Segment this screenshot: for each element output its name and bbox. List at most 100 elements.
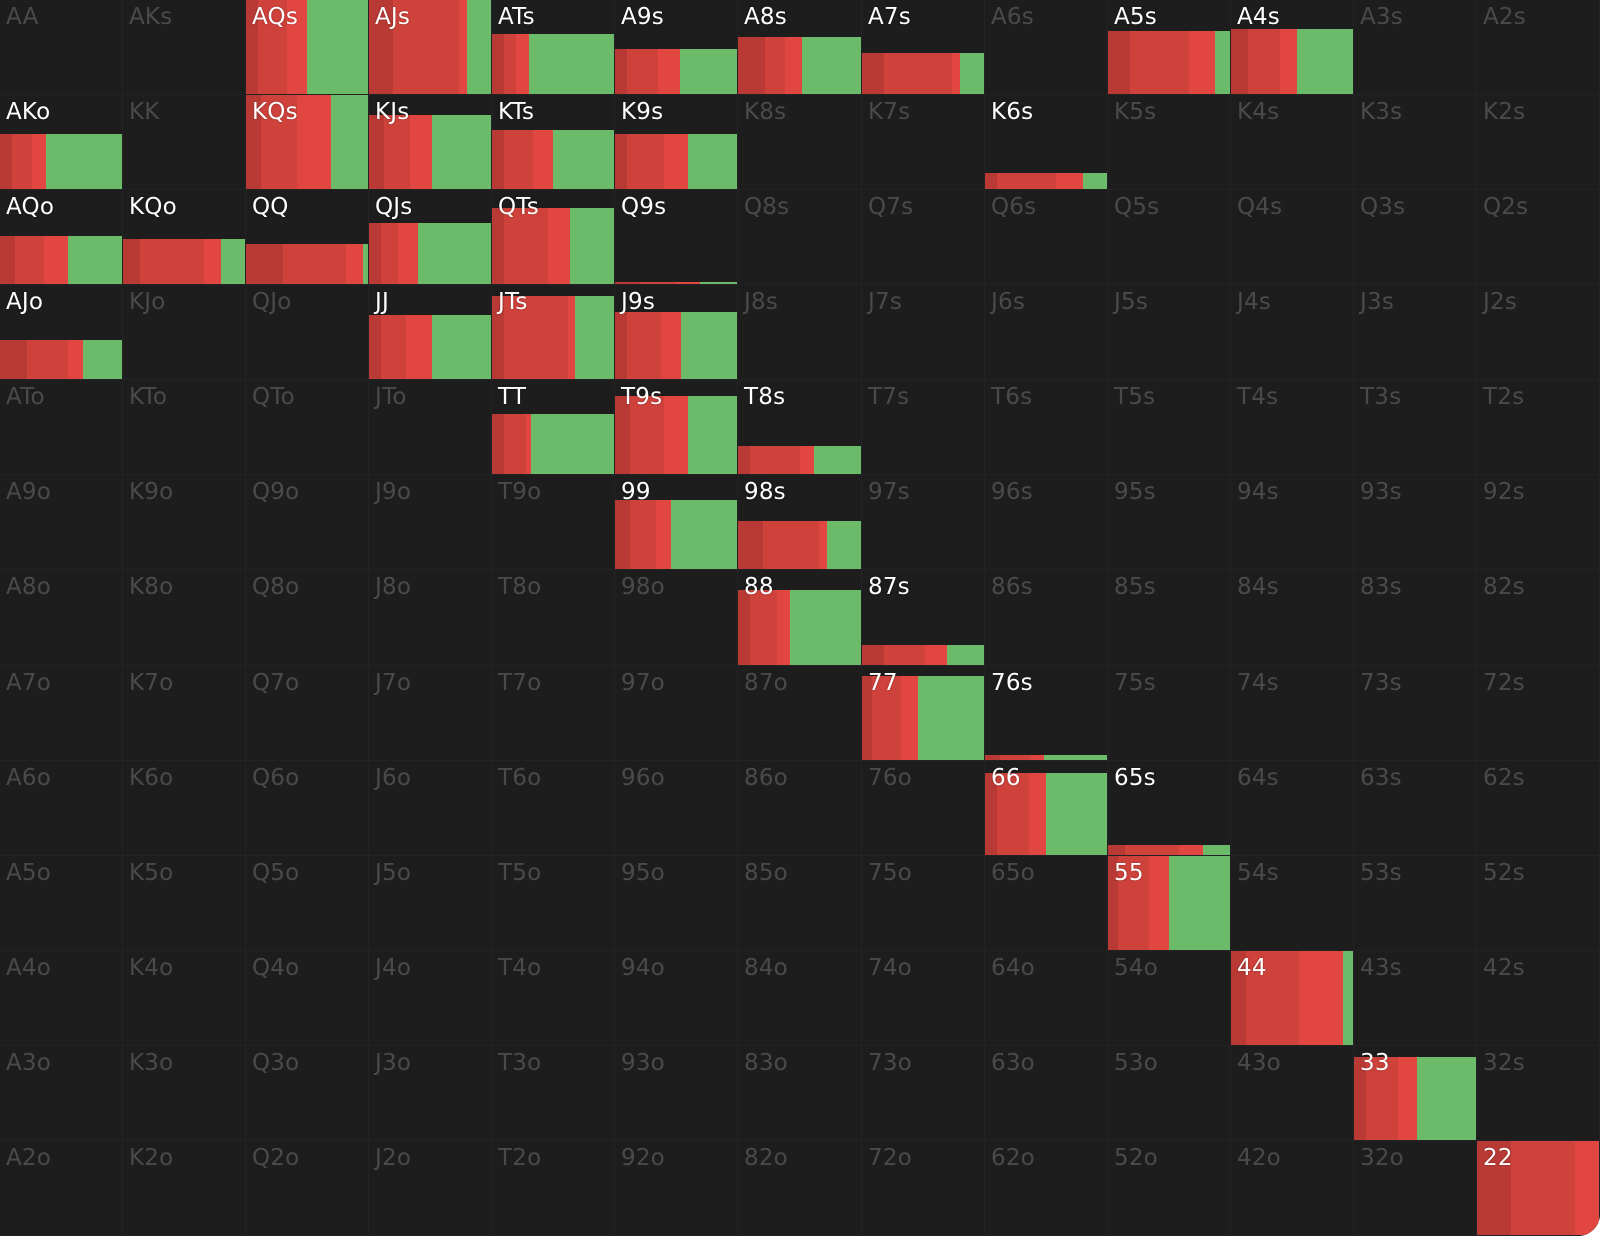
hand-cell[interactable]: T9o — [492, 475, 615, 570]
hand-cell[interactable]: J2o — [369, 1141, 492, 1236]
hand-cell[interactable]: AJs — [369, 0, 492, 95]
hand-cell[interactable]: 82s — [1477, 570, 1600, 666]
hand-cell[interactable]: K5o — [123, 856, 246, 951]
hand-cell[interactable]: 98s — [738, 475, 862, 570]
hand-cell[interactable]: A6s — [985, 0, 1108, 95]
hand-cell[interactable]: K5s — [1108, 95, 1231, 190]
hand-cell[interactable]: A2s — [1477, 0, 1600, 95]
hand-cell[interactable]: 94o — [615, 951, 738, 1046]
hand-cell[interactable]: J5s — [1108, 285, 1231, 380]
hand-cell[interactable]: 72o — [862, 1141, 985, 1236]
hand-cell[interactable]: 94s — [1231, 475, 1354, 570]
hand-cell[interactable]: 65s — [1108, 761, 1231, 856]
hand-cell[interactable]: A4o — [0, 951, 123, 1046]
hand-cell[interactable]: T7o — [492, 666, 615, 761]
hand-cell[interactable]: A5s — [1108, 0, 1231, 95]
hand-cell[interactable]: 64o — [985, 951, 1108, 1046]
hand-cell[interactable]: 95s — [1108, 475, 1231, 570]
hand-cell[interactable]: T6o — [492, 761, 615, 856]
hand-cell[interactable]: Q8o — [246, 570, 369, 666]
hand-cell[interactable]: Q5s — [1108, 190, 1231, 285]
hand-cell[interactable]: QJs — [369, 190, 492, 285]
hand-cell[interactable]: K4s — [1231, 95, 1354, 190]
hand-cell[interactable]: J6s — [985, 285, 1108, 380]
hand-cell[interactable]: ATo — [0, 380, 123, 475]
hand-cell[interactable]: J6o — [369, 761, 492, 856]
hand-cell[interactable]: A9s — [615, 0, 738, 95]
hand-cell[interactable]: QQ — [246, 190, 369, 285]
hand-cell[interactable]: T9s — [615, 380, 738, 475]
hand-cell[interactable]: A7o — [0, 666, 123, 761]
hand-cell[interactable]: K9o — [123, 475, 246, 570]
hand-cell[interactable]: JJ — [369, 285, 492, 380]
hand-cell[interactable]: AQs — [246, 0, 369, 95]
hand-cell[interactable]: 73s — [1354, 666, 1477, 761]
hand-cell[interactable]: KTs — [492, 95, 615, 190]
hand-cell[interactable]: 43o — [1231, 1046, 1354, 1141]
hand-cell[interactable]: 86o — [738, 761, 862, 856]
hand-cell[interactable]: A4s — [1231, 0, 1354, 95]
hand-cell[interactable]: K2s — [1477, 95, 1600, 190]
hand-cell[interactable]: 73o — [862, 1046, 985, 1141]
hand-cell[interactable]: A3o — [0, 1046, 123, 1141]
hand-cell[interactable]: 76o — [862, 761, 985, 856]
hand-cell[interactable]: J2s — [1477, 285, 1600, 380]
hand-cell[interactable]: 63s — [1354, 761, 1477, 856]
hand-cell[interactable]: Q4s — [1231, 190, 1354, 285]
hand-cell[interactable]: A2o — [0, 1141, 123, 1236]
hand-cell[interactable]: J9o — [369, 475, 492, 570]
hand-cell[interactable]: JTs — [492, 285, 615, 380]
hand-cell[interactable]: TT — [492, 380, 615, 475]
hand-cell[interactable]: Q5o — [246, 856, 369, 951]
hand-cell[interactable]: K7s — [862, 95, 985, 190]
hand-cell[interactable]: A9o — [0, 475, 123, 570]
hand-cell[interactable]: 22 — [1477, 1141, 1600, 1236]
hand-cell[interactable]: 93o — [615, 1046, 738, 1141]
hand-cell[interactable]: T4s — [1231, 380, 1354, 475]
hand-cell[interactable]: 84s — [1231, 570, 1354, 666]
hand-cell[interactable]: AA — [0, 0, 123, 95]
hand-cell[interactable]: 74o — [862, 951, 985, 1046]
hand-cell[interactable]: 54o — [1108, 951, 1231, 1046]
hand-cell[interactable]: 44 — [1231, 951, 1354, 1046]
hand-cell[interactable]: 64s — [1231, 761, 1354, 856]
hand-cell[interactable]: Q9s — [615, 190, 738, 285]
hand-cell[interactable]: 97o — [615, 666, 738, 761]
hand-cell[interactable]: 86s — [985, 570, 1108, 666]
hand-cell[interactable]: A7s — [862, 0, 985, 95]
hand-cell[interactable]: T4o — [492, 951, 615, 1046]
hand-cell[interactable]: Q3o — [246, 1046, 369, 1141]
hand-cell[interactable]: A3s — [1354, 0, 1477, 95]
hand-cell[interactable]: Q7o — [246, 666, 369, 761]
hand-cell[interactable]: 43s — [1354, 951, 1477, 1046]
hand-cell[interactable]: 95o — [615, 856, 738, 951]
hand-cell[interactable]: AKo — [0, 95, 123, 190]
hand-cell[interactable]: A6o — [0, 761, 123, 856]
hand-cell[interactable]: KQs — [246, 95, 369, 190]
hand-cell[interactable]: J7s — [862, 285, 985, 380]
hand-cell[interactable]: J3s — [1354, 285, 1477, 380]
hand-cell[interactable]: ATs — [492, 0, 615, 95]
hand-cell[interactable]: KQo — [123, 190, 246, 285]
hand-cell[interactable]: 62o — [985, 1141, 1108, 1236]
hand-cell[interactable]: T7s — [862, 380, 985, 475]
hand-cell[interactable]: J9s — [615, 285, 738, 380]
hand-cell[interactable]: K8o — [123, 570, 246, 666]
hand-cell[interactable]: J4s — [1231, 285, 1354, 380]
hand-cell[interactable]: 33 — [1354, 1046, 1477, 1141]
hand-cell[interactable]: 53o — [1108, 1046, 1231, 1141]
hand-cell[interactable]: 88 — [738, 570, 862, 666]
hand-cell[interactable]: 98o — [615, 570, 738, 666]
hand-cell[interactable]: 82o — [738, 1141, 862, 1236]
hand-cell[interactable]: T5o — [492, 856, 615, 951]
hand-cell[interactable]: JTo — [369, 380, 492, 475]
hand-cell[interactable]: 75s — [1108, 666, 1231, 761]
hand-cell[interactable]: 65o — [985, 856, 1108, 951]
hand-cell[interactable]: 63o — [985, 1046, 1108, 1141]
hand-cell[interactable]: 72s — [1477, 666, 1600, 761]
hand-cell[interactable]: AQo — [0, 190, 123, 285]
hand-cell[interactable]: T3o — [492, 1046, 615, 1141]
hand-cell[interactable]: 32s — [1477, 1046, 1600, 1141]
hand-cell[interactable]: K6o — [123, 761, 246, 856]
hand-cell[interactable]: 92o — [615, 1141, 738, 1236]
